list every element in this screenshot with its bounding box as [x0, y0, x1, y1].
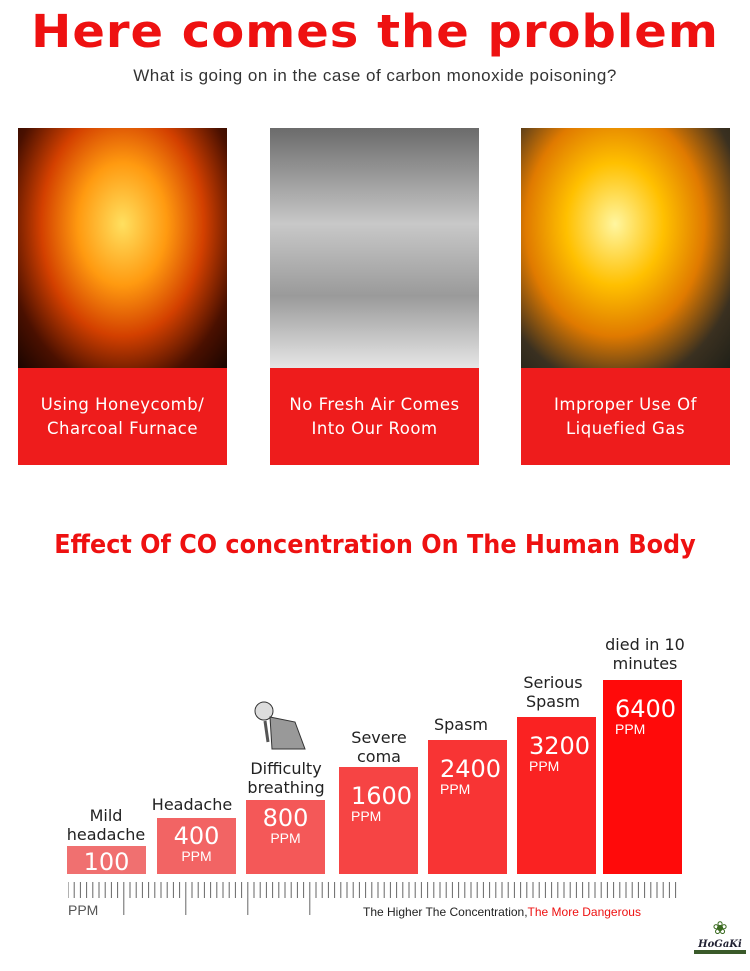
page-subtitle: What is going on in the case of carbon m… [133, 66, 617, 85]
bar-value: 3200 [529, 732, 591, 760]
cause-card-gas: Improper Use Of Liquefied Gas [521, 128, 730, 465]
cause-card-no-air: No Fresh Air Comes Into Our Room [270, 128, 479, 465]
page-title: Here comes the problem [31, 5, 719, 59]
hogaki-logo: ❀ HoGaKi [692, 918, 748, 958]
note-black: The Higher The Concentration, [363, 905, 528, 919]
bar-100-ppm: 100 [67, 846, 146, 876]
concentration-ruler [68, 882, 677, 915]
level-label: Difficulty breathing [247, 759, 325, 797]
effects-title: Effect Of CO concentration On The Human … [54, 530, 696, 560]
bar-value: 6400 [615, 695, 677, 723]
note-red: The More Dangerous [527, 905, 641, 919]
level-label: Severe coma [351, 728, 407, 766]
level-label: Mild headache [66, 806, 146, 844]
bar-value: 2400 [440, 755, 502, 783]
bar-value: 400 [173, 822, 220, 850]
hotpot-photo [270, 128, 479, 368]
bar-6400-ppm: 6400 PPM [603, 680, 682, 874]
danger-note: The Higher The Concentration,The More Da… [363, 905, 641, 919]
bar-unit: PPM [615, 721, 646, 737]
bar-value: 800 [262, 804, 309, 832]
level-label: Headache [151, 795, 233, 814]
bar-400-ppm: 400 PPM [157, 818, 236, 874]
cause-caption: Using Honeycomb/ Charcoal Furnace [18, 368, 227, 465]
bar-2400-ppm: 2400 PPM [428, 740, 507, 874]
cause-card-charcoal: Using Honeycomb/ Charcoal Furnace [18, 128, 227, 465]
bar-unit: PPM [270, 830, 301, 846]
level-label: Serious Spasm [523, 673, 583, 711]
bar-unit: PPM [440, 781, 471, 797]
cause-caption: No Fresh Air Comes Into Our Room [270, 368, 479, 465]
axis-unit: PPM [68, 902, 99, 918]
bar-800-ppm: 800 PPM [246, 800, 325, 874]
bar-value: 100 [83, 848, 130, 876]
bar-unit: PPM [529, 758, 560, 774]
bar-unit: PPM [181, 848, 212, 864]
sick-man-illustration [254, 701, 306, 750]
bar-1600-ppm: 1600 PPM [339, 767, 418, 874]
level-label: Spasm [433, 715, 489, 734]
level-label: died in 10 minutes [605, 635, 685, 673]
bar-unit: PPM [351, 808, 382, 824]
cause-caption: Improper Use Of Liquefied Gas [521, 368, 730, 465]
burning-charcoal-photo [18, 128, 227, 368]
bar-3200-ppm: 3200 PPM [517, 717, 596, 874]
bar-value: 1600 [351, 782, 413, 810]
gas-cylinder-fire-photo [521, 128, 730, 368]
